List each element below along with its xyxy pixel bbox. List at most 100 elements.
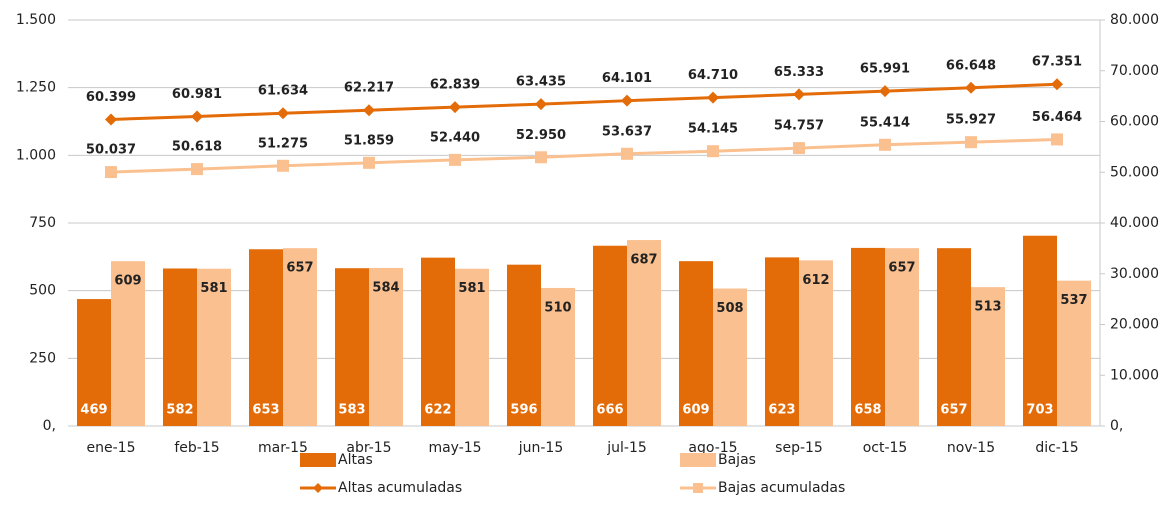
line: [110, 137, 1058, 174]
y2-tick-label: 60.000: [1110, 114, 1159, 130]
bar: [765, 257, 799, 426]
bar-value-label: 703: [1026, 403, 1053, 418]
line-marker: [277, 107, 289, 120]
line-value-label: 52.440: [430, 130, 480, 145]
line-value-label: 62.217: [344, 81, 394, 96]
line-marker: [879, 138, 891, 151]
line-value-label: 64.710: [688, 68, 738, 83]
bar-value-label: 582: [166, 403, 193, 418]
line-value-label: 52.950: [516, 128, 566, 143]
line-marker: [707, 145, 719, 158]
bar: [507, 264, 541, 426]
x-tick-label: mar-15: [258, 440, 308, 456]
y2-tick-label: 30.000: [1110, 266, 1159, 282]
bar: [627, 240, 661, 426]
line: [110, 82, 1058, 121]
x-tick-label: abr-15: [346, 440, 391, 456]
y2-tick-label: 10.000: [1110, 367, 1159, 383]
bar-value-label: 584: [372, 280, 399, 295]
bar-value-label: 666: [596, 403, 623, 418]
line-marker: [449, 101, 461, 114]
bar: [111, 261, 145, 426]
line-marker: [1051, 78, 1063, 91]
bar-value-label: 513: [974, 300, 1001, 315]
line-value-label: 64.101: [602, 71, 652, 86]
line-marker: [105, 166, 117, 179]
bar: [937, 248, 971, 426]
line-marker: [191, 163, 203, 176]
legend-marker: [693, 483, 703, 493]
bar-value-label: 653: [252, 403, 279, 418]
legend-label: Altas: [338, 452, 373, 468]
bar: [163, 268, 197, 426]
line-marker: [793, 88, 805, 101]
line-value-label: 67.351: [1032, 55, 1082, 70]
bar-value-label: 622: [424, 403, 451, 418]
line-marker: [191, 110, 203, 123]
bar-value-label: 657: [286, 261, 313, 276]
x-tick-label: sep-15: [775, 440, 823, 456]
line-marker: [965, 136, 977, 149]
line-marker: [363, 156, 375, 169]
bar-value-label: 510: [544, 300, 571, 315]
bar-value-label: 537: [1060, 293, 1087, 308]
x-tick-label: jul-15: [606, 440, 647, 456]
bar: [369, 267, 403, 426]
line-value-label: 51.275: [258, 136, 308, 151]
bar-value-label: 596: [510, 403, 537, 418]
line-marker: [363, 104, 375, 117]
legend-swatch: [300, 453, 336, 467]
bar-value-label: 581: [200, 281, 227, 296]
line-marker: [277, 159, 289, 172]
bar-value-label: 623: [768, 403, 795, 418]
bar: [593, 245, 627, 426]
line-marker: [535, 98, 547, 111]
line-value-label: 50.618: [172, 140, 222, 155]
line-marker: [449, 153, 461, 166]
bar: [1057, 280, 1091, 426]
legend-label: Bajas acumuladas: [718, 480, 845, 496]
bar: [1023, 235, 1057, 426]
bar-value-label: 609: [114, 274, 141, 289]
y2-tick-label: 80.000: [1110, 12, 1159, 28]
x-tick-label: oct-15: [863, 440, 908, 456]
bar-value-label: 581: [458, 281, 485, 296]
y-tick-label: 1.500: [16, 12, 56, 28]
line-marker: [793, 142, 805, 155]
y2-tick-label: 70.000: [1110, 63, 1159, 79]
x-tick-label: ago-15: [688, 440, 737, 456]
bar: [541, 287, 575, 426]
y2-tick-label: 40.000: [1110, 215, 1159, 231]
line-value-label: 60.981: [172, 87, 222, 102]
bar: [197, 268, 231, 426]
line-marker: [965, 81, 977, 94]
bar: [77, 299, 111, 426]
bar-value-label: 469: [80, 403, 107, 418]
bar: [335, 268, 369, 426]
bar: [971, 287, 1005, 426]
y-tick-label: 1.250: [16, 80, 56, 96]
line-marker: [105, 113, 117, 126]
line-marker: [707, 91, 719, 104]
line-value-label: 66.648: [946, 58, 996, 73]
bar-value-label: 658: [854, 403, 881, 418]
line-value-label: 54.757: [774, 119, 824, 134]
bar: [283, 248, 317, 426]
bar-value-label: 657: [940, 403, 967, 418]
x-tick-label: dic-15: [1035, 440, 1078, 456]
line-value-label: 55.414: [860, 115, 910, 130]
line-value-label: 63.435: [516, 75, 566, 90]
bar: [421, 257, 455, 426]
bar-value-label: 612: [802, 273, 829, 288]
line-value-label: 50.037: [86, 143, 136, 158]
y-tick-label: 0,: [43, 418, 56, 434]
line-marker: [879, 85, 891, 98]
x-tick-label: may-15: [428, 440, 481, 456]
y2-tick-label: 50.000: [1110, 164, 1159, 180]
bar: [799, 260, 833, 426]
line-value-label: 51.859: [344, 133, 394, 148]
line-marker: [1051, 133, 1063, 146]
bar: [455, 268, 489, 426]
bar: [851, 247, 885, 426]
